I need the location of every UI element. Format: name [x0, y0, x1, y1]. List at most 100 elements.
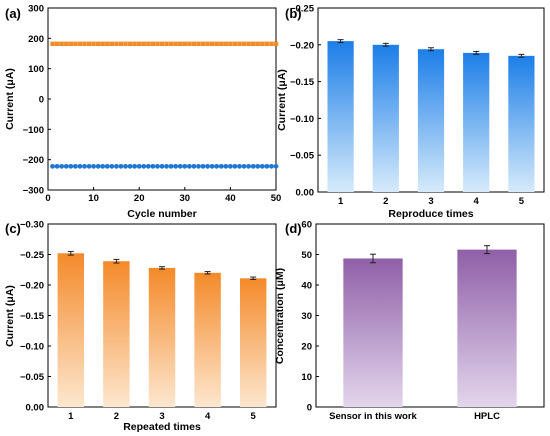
- category-label-d: HPLC: [474, 411, 500, 422]
- data-point-circle: [164, 163, 169, 169]
- data-point-square: [168, 41, 174, 46]
- data-point-circle: [72, 163, 78, 169]
- x-axis-label-b: Reproduce times: [388, 208, 473, 220]
- panel-d: (d) 0 10 20 30 40 50 60 Sensor in this work HPLC…: [274, 220, 545, 422]
- data-point-square: [223, 41, 229, 46]
- y-tick-label-a: −100: [23, 125, 44, 136]
- data-point-square: [109, 41, 115, 46]
- data-point-square: [228, 41, 233, 46]
- data-point-circle: [91, 163, 96, 169]
- y-tick-label-c: −0.30: [20, 220, 44, 231]
- category-label-d: Sensor in this work: [329, 411, 417, 422]
- category-label-b: 2: [383, 196, 388, 207]
- y-tick-label-a: 300: [28, 4, 44, 15]
- data-point-circle: [232, 163, 238, 169]
- data-point-square: [273, 41, 279, 46]
- y-tick-label-a: 200: [28, 34, 44, 45]
- data-point-circle: [82, 163, 87, 169]
- data-point-circle: [205, 163, 211, 169]
- category-label-c: 3: [159, 411, 164, 422]
- y-tick-label-a: 100: [28, 64, 44, 75]
- y-tick-label-c: −0.10: [20, 342, 44, 353]
- data-point-square: [50, 41, 55, 46]
- bar: [57, 253, 85, 407]
- data-point-square: [264, 41, 270, 46]
- data-point-square: [173, 41, 178, 46]
- y-tick-label-c: −0.15: [20, 311, 45, 322]
- data-point-square: [191, 41, 197, 46]
- data-point-circle: [273, 163, 279, 169]
- data-point-circle: [118, 163, 124, 169]
- data-point-circle: [77, 163, 83, 169]
- data-point-square: [269, 41, 274, 46]
- y-axis-label-b: Current (μA): [276, 69, 288, 131]
- data-point-square: [146, 41, 151, 46]
- data-point-circle: [259, 163, 265, 169]
- data-point-circle: [86, 163, 92, 169]
- data-point-square: [155, 41, 160, 46]
- data-point-circle: [173, 163, 179, 169]
- data-point-square: [159, 41, 165, 46]
- data-point-square: [246, 41, 251, 46]
- data-point-circle: [114, 163, 119, 169]
- data-point-square: [95, 41, 101, 46]
- data-point-circle: [223, 163, 229, 169]
- data-point-circle: [237, 163, 242, 169]
- data-point-circle: [100, 163, 106, 169]
- data-point-square: [232, 41, 238, 46]
- y-tick-label-a: −200: [23, 155, 44, 166]
- data-point-square: [205, 41, 210, 46]
- category-label-b: 5: [519, 196, 525, 207]
- bar: [372, 44, 399, 192]
- data-point-circle: [196, 163, 201, 169]
- data-point-square: [114, 41, 119, 46]
- data-point-circle: [95, 163, 101, 169]
- data-point-circle: [59, 163, 65, 169]
- y-tick-label-a: −300: [23, 186, 44, 197]
- data-point-square: [150, 41, 156, 46]
- y-tick-label-a: 0: [39, 95, 44, 106]
- y-tick-label-b: 0.00: [296, 188, 315, 199]
- data-point-circle: [145, 163, 151, 169]
- data-point-square: [214, 41, 219, 46]
- data-point-square: [68, 41, 73, 46]
- data-point-square: [64, 41, 69, 46]
- panel-a: (a) 0 10 20 30 40 50 −300 −200 −100 0 100 200 300 Cy…: [4, 4, 281, 221]
- data-point-circle: [241, 163, 247, 169]
- x-tick-label-a: 10: [88, 193, 99, 204]
- data-point-square: [100, 41, 105, 46]
- x-tick-label-a: 40: [225, 193, 236, 204]
- data-point-circle: [186, 163, 192, 169]
- y-tick-label-d: 0: [307, 403, 312, 414]
- data-point-square: [237, 41, 242, 46]
- data-point-square: [260, 41, 265, 46]
- y-tick-label-c: −0.20: [20, 281, 44, 292]
- data-point-circle: [132, 163, 138, 169]
- bar: [463, 52, 490, 193]
- data-point-circle: [50, 163, 55, 169]
- y-tick-label-c: −0.05: [20, 372, 45, 383]
- y-tick-label-b: −0.25: [290, 4, 315, 15]
- data-point-square: [164, 41, 169, 46]
- bar: [343, 258, 403, 407]
- data-point-circle: [159, 163, 165, 169]
- bar: [148, 267, 176, 407]
- data-point-circle: [68, 163, 74, 169]
- data-point-square: [137, 41, 142, 46]
- bar: [327, 41, 354, 193]
- data-point-square: [77, 41, 83, 46]
- panel-label-c: (c): [5, 221, 21, 236]
- data-point-square: [187, 41, 192, 46]
- bar: [239, 278, 267, 407]
- marks-a: [50, 41, 279, 169]
- data-point-circle: [63, 163, 69, 169]
- bar: [457, 249, 517, 407]
- data-point-square: [200, 41, 206, 46]
- bar: [194, 272, 221, 407]
- data-point-square: [118, 41, 124, 46]
- data-point-square: [127, 41, 133, 46]
- data-point-square: [219, 41, 224, 46]
- data-point-square: [182, 41, 187, 46]
- data-point-circle: [218, 163, 224, 169]
